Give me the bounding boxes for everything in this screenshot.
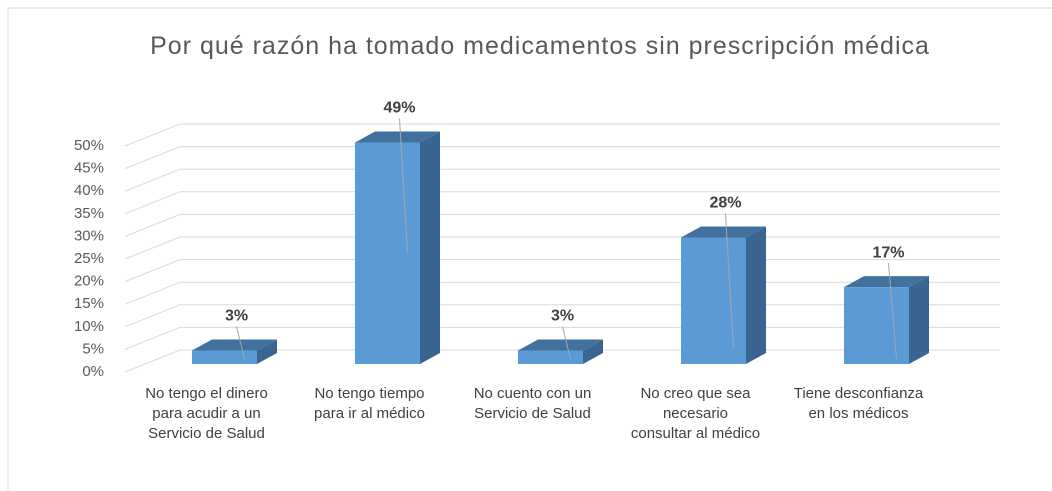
bar-front [192, 350, 257, 364]
bar-top [681, 226, 766, 238]
x-tick-label: No creo que sea necesario consultar al m… [630, 385, 761, 442]
y-tick-label: 40% [74, 182, 104, 199]
grid-line [124, 146, 1000, 170]
grid-line [124, 191, 1000, 215]
x-tick-label: No cuento con un Servicio de Salud [473, 385, 592, 422]
leader-line [725, 213, 734, 348]
bar-side [257, 339, 277, 364]
bar-top [355, 131, 440, 143]
leader-line [399, 118, 408, 253]
y-tick-label: 20% [74, 273, 104, 290]
leader-line [236, 326, 245, 360]
bar-top [844, 276, 929, 288]
y-tick-label: 50% [74, 137, 104, 154]
bar [355, 131, 440, 364]
value-label: 49% [383, 100, 415, 117]
y-tick-label: 0% [82, 363, 104, 380]
bar-side [909, 276, 929, 364]
bar-side [420, 131, 440, 364]
bar-top [192, 339, 277, 351]
bar-side [583, 339, 603, 364]
bar-front [518, 350, 583, 364]
bar-top [518, 339, 603, 351]
bar [518, 339, 603, 364]
x-tick-label: Tiene desconfianza en los médicos [793, 385, 924, 422]
value-label: 3% [225, 308, 248, 325]
value-label: 28% [709, 195, 741, 212]
x-tick-label: No tengo el dinero para acudir a un Serv… [145, 385, 268, 442]
y-tick-label: 45% [74, 160, 104, 177]
y-tick-label: 35% [74, 205, 104, 222]
bar-front [681, 237, 746, 364]
grid-line [124, 213, 1000, 237]
bar [681, 226, 766, 364]
y-tick-label: 15% [74, 295, 104, 312]
grid-line [124, 168, 1000, 192]
bar-front [844, 287, 909, 364]
x-tick-label: No tengo tiempo para ir al médico [314, 385, 425, 422]
value-label: 3% [551, 308, 574, 325]
value-label: 17% [872, 244, 904, 261]
leader-line [888, 263, 897, 360]
bar-side [746, 226, 766, 364]
bar [192, 339, 277, 364]
y-tick-label: 10% [74, 318, 104, 335]
grid-line [124, 123, 1000, 147]
chart-title: Por qué razón ha tomado medicamentos sin… [150, 32, 930, 60]
leader-line [562, 326, 571, 360]
y-tick-label: 5% [82, 340, 104, 357]
y-tick-label: 30% [74, 227, 104, 244]
grid-line [124, 236, 1000, 260]
frame [7, 7, 1052, 491]
bar-front [355, 142, 420, 364]
y-tick-label: 25% [74, 250, 104, 267]
bar [844, 276, 929, 364]
